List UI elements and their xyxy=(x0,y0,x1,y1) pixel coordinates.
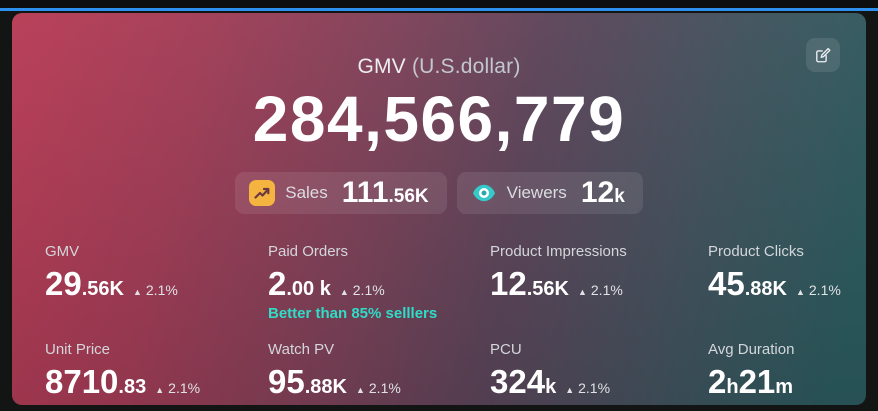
metric-value-segment: 95 xyxy=(268,363,305,400)
metric-delta: ▲ 2.1% xyxy=(796,282,841,298)
edit-button[interactable] xyxy=(806,38,840,72)
metric-item: GMV 29.56K ▲ 2.1% xyxy=(45,243,268,322)
metric-value-segment: 2 xyxy=(268,265,287,302)
metric-delta-text: 2.1% xyxy=(368,380,401,396)
metric-value: 8710.83 ▲ 2.1% xyxy=(45,365,268,398)
metric-delta-text: 2.1% xyxy=(352,282,385,298)
metric-value-segment: .56K xyxy=(526,278,569,300)
metric-item: Product Clicks 45.88K ▲ 2.1% xyxy=(708,243,866,322)
edit-square-icon xyxy=(814,46,832,64)
metric-value: 12.56K ▲ 2.1% xyxy=(490,267,708,300)
metric-value-segment: 21 xyxy=(738,363,776,400)
metric-delta: ▲ 2.1% xyxy=(155,380,200,396)
metric-value-segment: 8710 xyxy=(45,363,119,400)
sales-value-small: .56K xyxy=(388,186,429,207)
metric-item: PCU 324 k ▲ 2.1% xyxy=(490,341,708,398)
metric-delta: ▲ 2.1% xyxy=(578,282,623,298)
sales-badge: Sales 111 .56K xyxy=(235,172,447,214)
metric-item: Avg Duration 2 h 21 m xyxy=(708,341,866,398)
metric-value-segment: .00 k xyxy=(286,278,331,300)
window-top-strip xyxy=(0,0,878,8)
metric-value-segment: m xyxy=(775,376,794,398)
delta-up-icon: ▲ xyxy=(795,287,805,297)
metric-value: 45.88K ▲ 2.1% xyxy=(708,267,866,300)
card-title-row: GMV (U.S.dollar) xyxy=(12,55,866,79)
metric-value-segment: 12 xyxy=(490,265,527,302)
metric-delta: ▲ 2.1% xyxy=(340,282,385,298)
viewers-badge: Viewers 12 k xyxy=(456,172,643,214)
metric-value: 29.56K ▲ 2.1% xyxy=(45,267,268,300)
metric-label: Product Clicks xyxy=(708,243,804,260)
metric-label: Product Impressions xyxy=(490,243,627,260)
viewers-badge-label: Viewers xyxy=(506,183,567,202)
metric-label: PCU xyxy=(490,341,522,358)
viewers-value-main: 12 xyxy=(580,176,615,209)
metric-value-segment: 2 xyxy=(708,363,727,400)
badges-row: Sales 111 .56K Viewers 12 k xyxy=(12,172,866,214)
metric-value-segment: 45 xyxy=(708,265,745,302)
top-accent-line xyxy=(0,8,878,11)
metric-value: 95.88K ▲ 2.1% xyxy=(268,365,490,398)
metric-label: Paid Orders xyxy=(268,243,349,260)
metric-label: Avg Duration xyxy=(708,341,795,358)
metric-delta-text: 2.1% xyxy=(168,380,201,396)
metric-value-segment: .56K xyxy=(81,278,124,300)
card-title: GMV xyxy=(357,55,406,78)
delta-up-icon: ▲ xyxy=(565,385,575,395)
gmv-dashboard-card: GMV (U.S.dollar) 284,566,779 Sales 111 .… xyxy=(12,13,866,405)
metric-delta: ▲ 2.1% xyxy=(133,282,178,298)
metric-delta-text: 2.1% xyxy=(808,282,841,298)
metric-label: GMV xyxy=(45,243,80,260)
metric-value-segment: .88K xyxy=(744,278,787,300)
metric-value-segment: .83 xyxy=(118,376,147,398)
metric-value-segment: h xyxy=(726,376,739,398)
metric-item: Watch PV 95.88K ▲ 2.1% xyxy=(268,341,490,398)
delta-up-icon: ▲ xyxy=(339,287,349,297)
metric-delta-text: 2.1% xyxy=(578,380,611,396)
metric-delta-text: 2.1% xyxy=(590,282,623,298)
metric-value-segment: 29 xyxy=(45,265,82,302)
metric-value: 2 h 21 m xyxy=(708,365,866,398)
gmv-total-value: 284,566,779 xyxy=(252,83,626,155)
delta-up-icon: ▲ xyxy=(577,287,587,297)
viewers-badge-value: 12 k xyxy=(581,176,625,210)
metric-value: 2.00 k ▲ 2.1% xyxy=(268,267,490,300)
metric-value-segment: k xyxy=(545,376,557,398)
sales-badge-label: Sales xyxy=(285,183,328,202)
metric-item: Product Impressions 12.56K ▲ 2.1% xyxy=(490,243,708,322)
sales-value-main: 111 xyxy=(341,176,389,209)
sales-trend-up-icon xyxy=(249,180,276,206)
sales-badge-value: 111 .56K xyxy=(342,176,429,210)
metric-delta: ▲ 2.1% xyxy=(565,380,610,396)
metric-item: Paid Orders 2.00 k ▲ 2.1% Better than 85… xyxy=(268,243,490,322)
delta-up-icon: ▲ xyxy=(155,385,165,395)
card-title-unit: (U.S.dollar) xyxy=(411,55,521,78)
metric-value: 324 k ▲ 2.1% xyxy=(490,365,708,398)
metric-delta-text: 2.1% xyxy=(145,282,178,298)
metric-value-segment: .88K xyxy=(304,376,347,398)
metrics-grid: GMV 29.56K ▲ 2.1% Paid Orders 2.00 k ▲ 2… xyxy=(12,243,866,398)
metric-value-segment: 324 xyxy=(490,363,546,400)
delta-up-icon: ▲ xyxy=(132,287,142,297)
metric-note: Better than 85% selllers xyxy=(268,305,438,322)
viewers-value-small: k xyxy=(614,186,625,207)
metric-label: Watch PV xyxy=(268,341,335,358)
metric-label: Unit Price xyxy=(45,341,111,358)
metric-item: Unit Price 8710.83 ▲ 2.1% xyxy=(45,341,268,398)
viewers-eye-icon xyxy=(471,182,497,204)
metric-delta: ▲ 2.1% xyxy=(356,380,401,396)
delta-up-icon: ▲ xyxy=(355,385,365,395)
